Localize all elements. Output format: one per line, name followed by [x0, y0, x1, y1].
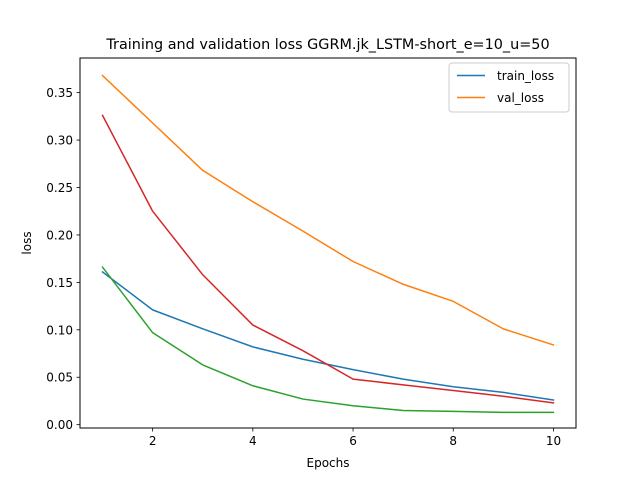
plot-area-frame — [79, 57, 577, 429]
x-tick-label: 2 — [149, 434, 157, 448]
data-point-val-loss — [352, 260, 355, 263]
data-point-val-loss — [402, 283, 405, 286]
data-point-unlabeled-2 — [101, 114, 104, 117]
data-point-train-loss — [552, 399, 555, 402]
data-point-train-loss — [201, 327, 204, 330]
data-point-unlabeled-3 — [352, 404, 355, 407]
x-axis-label: Epochs — [307, 456, 350, 470]
data-point-train-loss — [502, 391, 505, 394]
y-tick-label: 0.05 — [46, 371, 73, 385]
data-point-train-loss — [301, 358, 304, 361]
y-tick-label: 0.30 — [46, 134, 73, 148]
data-point-unlabeled-3 — [251, 384, 254, 387]
data-point-val-loss — [502, 327, 505, 330]
y-axis-label: loss — [20, 231, 34, 254]
y-tick-label: 0.00 — [46, 418, 73, 432]
data-point-unlabeled-2 — [552, 401, 555, 404]
data-point-train-loss — [452, 385, 455, 388]
data-point-train-loss — [101, 270, 104, 273]
data-point-unlabeled-2 — [301, 349, 304, 352]
data-point-unlabeled-2 — [502, 395, 505, 398]
x-tick-label: 8 — [449, 434, 457, 448]
data-point-val-loss — [251, 200, 254, 203]
data-point-val-loss — [301, 230, 304, 233]
data-point-train-loss — [402, 378, 405, 381]
data-point-val-loss — [101, 74, 104, 77]
data-point-unlabeled-2 — [452, 389, 455, 392]
y-tick-label: 0.35 — [46, 86, 73, 100]
chart-title: Training and validation loss GGRM.jk_LST… — [105, 37, 549, 53]
data-point-train-loss — [251, 345, 254, 348]
legend: train_loss val_loss — [448, 62, 570, 113]
legend-label-train-loss: train_loss — [497, 69, 554, 83]
data-point-train-loss — [352, 368, 355, 371]
data-point-unlabeled-2 — [251, 324, 254, 327]
data-point-unlabeled-3 — [402, 409, 405, 412]
data-point-unlabeled-3 — [552, 411, 555, 414]
data-point-val-loss — [201, 169, 204, 172]
data-point-unlabeled-2 — [151, 210, 154, 213]
data-point-unlabeled-3 — [151, 331, 154, 334]
data-point-train-loss — [151, 308, 154, 311]
data-point-unlabeled-3 — [502, 411, 505, 414]
x-tick-label: 4 — [249, 434, 257, 448]
series-line-val-loss — [101, 74, 555, 346]
y-tick-label: 0.25 — [46, 181, 73, 195]
data-point-unlabeled-2 — [352, 378, 355, 381]
y-tick-label: 0.15 — [46, 276, 73, 290]
data-point-val-loss — [552, 343, 555, 346]
data-point-unlabeled-2 — [201, 273, 204, 276]
data-point-unlabeled-2 — [402, 383, 405, 386]
x-tick-label: 10 — [546, 434, 561, 448]
legend-label-val-loss: val_loss — [497, 91, 544, 105]
data-point-unlabeled-3 — [301, 398, 304, 401]
series-line-unlabeled-3 — [101, 266, 555, 414]
data-point-val-loss — [151, 121, 154, 124]
series-line-unlabeled-2 — [101, 114, 555, 404]
x-tick-label: 6 — [349, 434, 357, 448]
data-point-unlabeled-3 — [201, 363, 204, 366]
series-layer — [101, 74, 555, 414]
data-point-unlabeled-3 — [452, 410, 455, 413]
data-point-val-loss — [452, 300, 455, 303]
data-point-unlabeled-3 — [101, 266, 104, 269]
y-tick-label: 0.10 — [46, 323, 73, 337]
ticks-layer: 2 4 6 8 10 0.00 0.05 0.10 0.15 0.20 0.25 0.30 0.35 — [46, 86, 561, 448]
y-tick-label: 0.20 — [46, 228, 73, 242]
